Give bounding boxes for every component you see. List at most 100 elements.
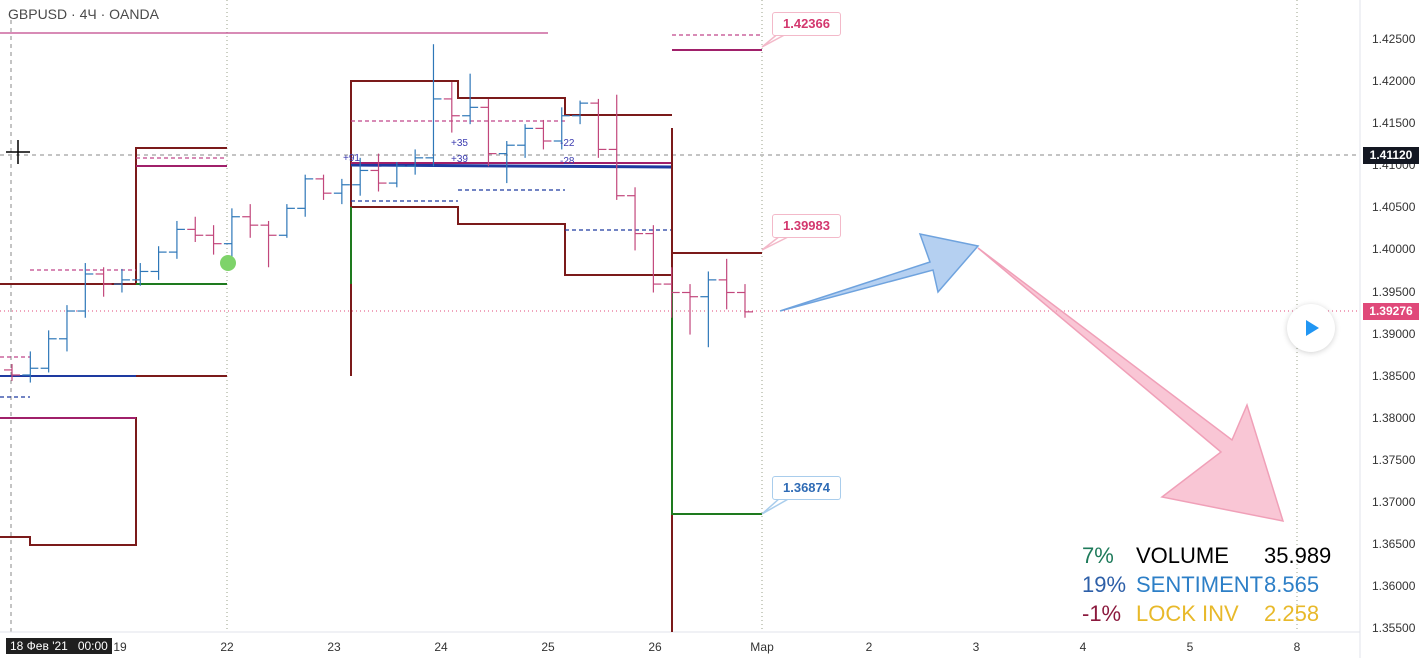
ohlc-bar [370, 153, 387, 192]
chart-title: GBPUSD · 4Ч · OANDA [8, 6, 159, 22]
stat-percent: 7% [1082, 543, 1114, 568]
low-level-line [671, 290, 762, 515]
price-tick-label: 1.38000 [1372, 410, 1416, 425]
ohlc-bar [95, 267, 112, 297]
price-tick-label: 1.38500 [1372, 368, 1416, 383]
ma-offset-label: +39 [451, 154, 468, 165]
signal-dot [220, 255, 236, 271]
support-step [0, 417, 137, 546]
ohlc-bar [627, 187, 644, 251]
price-tick-label: 1.42000 [1372, 74, 1416, 89]
stats-panel: 7% VOLUME 35.989 19% SENTIMENT 8.565 -1%… [1082, 543, 1402, 630]
ohlc-bar [242, 204, 259, 238]
price-tick-label: 1.39500 [1372, 284, 1416, 299]
ohlc-bar [443, 82, 460, 133]
price-tick-label: 1.36500 [1372, 537, 1416, 551]
stat-label: VOLUME [1136, 543, 1229, 568]
ohlc-bar [700, 271, 717, 348]
price-tick-label: 1.36000 [1372, 579, 1416, 594]
price-tick-label: 1.35500 [1372, 621, 1416, 636]
ohlc-bar [682, 284, 699, 335]
time-tick-label: 23 [327, 640, 341, 654]
stat-value: 8.565 [1264, 572, 1320, 597]
time-tick-label: 24 [434, 640, 448, 654]
callout-top-level: 1.42366 [772, 12, 841, 36]
time-tick-label: 8 [1293, 640, 1301, 654]
ohlc-bar [590, 98, 607, 158]
ohlc-bar [663, 267, 680, 318]
resistance-step [0, 147, 227, 285]
ohlc-bar [462, 73, 479, 125]
ma-offset-label: +91 [343, 153, 360, 164]
time-tick-label: 3 [972, 640, 980, 654]
ohlc-bar [260, 220, 277, 268]
ohlc-bar [517, 124, 534, 158]
callout-mid-level: 1.39983 [772, 214, 841, 238]
ma-offset-label: -28 [560, 156, 575, 167]
ohlc-bar [278, 204, 295, 238]
price-tick-label: 1.37000 [1372, 494, 1416, 509]
resistance-step [350, 80, 672, 376]
price-tick-label: 1.37500 [1372, 452, 1416, 467]
price-tick-label: 1.42500 [1372, 32, 1416, 46]
ohlc-bar [113, 268, 130, 293]
stat-value: 2.258 [1264, 601, 1320, 626]
ohlc-bar [297, 174, 314, 217]
stat-row-lock-inv: -1% LOCK INV 2.258 [1082, 601, 1402, 630]
ohlc-bar [187, 216, 204, 242]
stat-percent: 19% [1082, 572, 1127, 597]
ohlc-bar [572, 100, 589, 125]
ohlc-bar [40, 330, 57, 373]
mean-line [350, 163, 673, 169]
forecast-arrow-up [779, 232, 980, 312]
time-tick-label: 26 [648, 640, 662, 654]
play-icon [1306, 320, 1319, 336]
ohlc-bar [352, 157, 369, 196]
ma-offset-label: -22 [560, 138, 575, 149]
time-tick-label: 19 [113, 640, 127, 654]
stat-row-sentiment: 19% SENTIMENT 8.565 [1082, 572, 1402, 601]
ohlc-bar [4, 364, 20, 381]
ohlc-bar [22, 351, 39, 383]
callout-low-level: 1.36874 [772, 476, 841, 500]
stat-percent: -1% [1082, 601, 1122, 626]
stat-value: 35.989 [1264, 543, 1332, 568]
price-tick-label: 1.39000 [1372, 326, 1416, 341]
callout-pointer [761, 497, 793, 515]
forecast-arrow-down [977, 247, 1285, 522]
support-step [350, 206, 672, 284]
callout-pointer [761, 235, 791, 251]
stat-row-volume: 7% VOLUME 35.989 [1082, 543, 1402, 572]
ohlc-bar [407, 149, 424, 175]
ohlc-bar [553, 107, 570, 150]
scroll-to-realtime-button[interactable] [1287, 304, 1335, 352]
ohlc-bar [737, 284, 753, 318]
stat-label: LOCK INV [1136, 601, 1239, 626]
ohlc-bar [608, 94, 625, 200]
ohlc-bar [58, 305, 75, 352]
ohlc-bar [315, 174, 332, 200]
ohlc-bar [150, 246, 167, 280]
crosshair-price-tag: 1.41120 [1363, 147, 1419, 164]
time-tick-label: Мар [750, 640, 774, 654]
ohlc-bar [333, 178, 350, 205]
ohlc-bar [425, 44, 442, 167]
ohlc-bar [480, 98, 497, 167]
price-tick-label: 1.40000 [1372, 242, 1416, 257]
ohlc-bar [132, 263, 149, 286]
ohlc-bar [168, 220, 185, 259]
time-tick-label: 22 [220, 640, 234, 654]
ohlc-bar [498, 141, 515, 184]
stat-label: SENTIMENT [1136, 572, 1264, 597]
ohlc-bar [535, 119, 552, 150]
ohlc-bar [223, 208, 240, 259]
price-tick-label: 1.40500 [1372, 200, 1416, 215]
last-price-tag: 1.39276 [1363, 303, 1419, 320]
ohlc-bar [718, 258, 735, 310]
time-tick-label: 5 [1186, 640, 1194, 654]
ohlc-bar [645, 225, 662, 293]
ohlc-bar [77, 263, 94, 318]
ohlc-bar [205, 225, 222, 255]
time-tick-label: 4 [1079, 640, 1087, 654]
